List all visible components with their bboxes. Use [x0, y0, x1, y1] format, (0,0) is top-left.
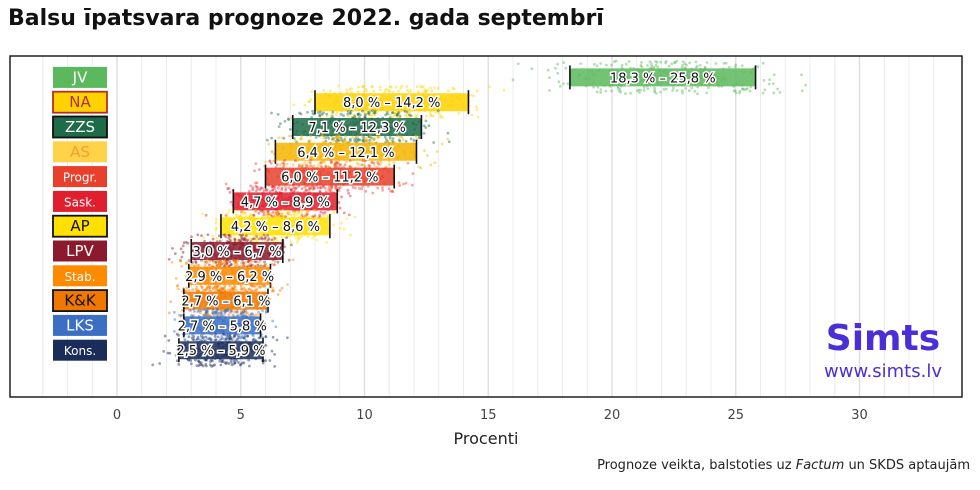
- party-label-AS: AS: [70, 143, 90, 161]
- interval-label-Stab.: 2,9 % – 6,2 %: [185, 270, 274, 285]
- interval-label-NA: 8,0 % – 14,2 %: [343, 96, 440, 111]
- party-label-NA: NA: [69, 93, 91, 111]
- party-label-ZZS: ZZS: [65, 118, 95, 136]
- party-box-Progr.: [53, 166, 107, 188]
- x-tick-label: 15: [480, 408, 497, 423]
- interval-label-LKS: 2,7 % – 5,8 %: [178, 319, 267, 334]
- party-label-AP: AP: [70, 217, 89, 235]
- interval-band-AP: [220, 217, 330, 236]
- party-box-LKS: [53, 314, 107, 336]
- interval-band-Kons.: [178, 341, 264, 360]
- x-tick-label: 20: [604, 408, 621, 423]
- interval-band-Stab.: [188, 266, 271, 285]
- x-axis-label: Procenti: [454, 429, 519, 448]
- interval-label-Sask.: 4,7 % – 8,9 %: [241, 195, 330, 210]
- party-box-JV: [53, 66, 107, 88]
- x-tick-label: 30: [851, 408, 868, 423]
- party-label-JV: JV: [72, 68, 88, 86]
- interval-band-K&K: [183, 291, 268, 310]
- plot-border: [9, 55, 963, 398]
- interval-band-Progr.: [265, 167, 395, 186]
- party-label-Sask.: Sask.: [64, 195, 96, 209]
- interval-label-K&K: 2,7 % – 6,1 %: [181, 295, 270, 310]
- plot-panel: [10, 56, 962, 397]
- party-label-LPV: LPV: [66, 242, 94, 260]
- party-box-AS: [53, 141, 107, 163]
- interval-band-JV: [569, 68, 756, 87]
- party-label-Stab.: Stab.: [64, 270, 95, 284]
- chart-caption: Prognoze veikta, balstoties uz Factum un…: [597, 458, 970, 473]
- party-box-NA: [52, 90, 108, 114]
- interval-band-AS: [275, 142, 417, 161]
- interval-label-AP: 4,2 % – 8,6 %: [231, 220, 320, 235]
- party-box-Sask.: [53, 190, 107, 212]
- party-box-Kons.: [53, 339, 107, 361]
- party-box-Stab.: [53, 265, 107, 287]
- interval-label-AS: 6,4 % – 12,1 %: [297, 146, 394, 161]
- interval-band-Sask.: [233, 192, 338, 211]
- party-box-K&K: [52, 289, 108, 313]
- x-tick-label: 25: [727, 408, 744, 423]
- x-tick-label: 0: [113, 408, 121, 423]
- interval-label-ZZS: 7,1 % – 12,3 %: [308, 121, 405, 136]
- interval-band-LKS: [183, 316, 261, 335]
- interval-label-LPV: 3,0 % – 6,7 %: [192, 245, 281, 260]
- party-box-LPV: [53, 240, 107, 262]
- party-box-AP: [52, 214, 108, 238]
- x-tick-label: 10: [356, 408, 373, 423]
- interval-label-JV: 18,3 % – 25,8 %: [610, 71, 716, 86]
- party-label-Kons.: Kons.: [64, 344, 96, 358]
- party-box-ZZS: [52, 115, 108, 139]
- party-label-LKS: LKS: [66, 316, 94, 334]
- chart-title: Balsu īpatsvara prognoze 2022. gada sept…: [8, 6, 604, 31]
- party-label-K&K: K&K: [64, 292, 97, 310]
- party-label-Progr.: Progr.: [63, 171, 97, 185]
- interval-band-LPV: [191, 242, 283, 260]
- interval-band-ZZS: [292, 118, 422, 136]
- brand-logo: Simts: [826, 318, 940, 359]
- interval-band-NA: [315, 93, 469, 112]
- interval-label-Progr.: 6,0 % – 11,2 %: [281, 171, 378, 186]
- interval-label-Kons.: 2,5 % – 5,9 %: [176, 344, 265, 359]
- x-tick-label: 5: [237, 408, 245, 423]
- brand-url: www.simts.lv: [824, 361, 942, 382]
